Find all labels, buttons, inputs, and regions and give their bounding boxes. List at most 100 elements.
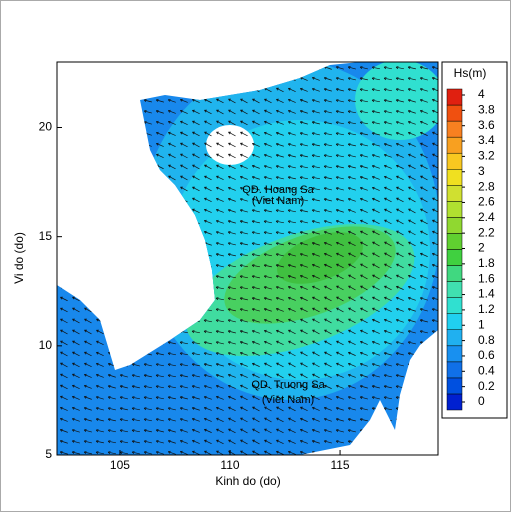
arrow-head xyxy=(383,110,387,113)
arrow-head xyxy=(275,296,279,300)
arrow xyxy=(240,264,248,268)
arrow xyxy=(168,99,176,103)
arrow xyxy=(180,153,188,159)
arrow xyxy=(408,297,416,301)
arrow-head xyxy=(299,132,303,135)
arrow xyxy=(384,352,392,356)
arrow-head xyxy=(335,154,339,158)
arrow xyxy=(324,66,332,70)
arrow xyxy=(336,198,344,202)
arrow xyxy=(252,176,260,180)
arrow-head xyxy=(251,253,255,257)
arrow-head xyxy=(192,439,195,443)
arrow-head xyxy=(287,220,291,224)
arrow xyxy=(120,396,128,400)
arrow xyxy=(384,187,392,191)
arrow xyxy=(312,132,320,136)
arrow xyxy=(348,340,356,346)
arrow xyxy=(288,275,296,279)
arrow xyxy=(168,407,176,411)
arrow xyxy=(432,197,438,203)
arrow xyxy=(72,440,80,444)
arrow-head xyxy=(228,417,231,421)
arrow-head xyxy=(335,65,339,69)
arrow-head xyxy=(300,362,303,366)
colorbar-band xyxy=(446,217,463,234)
arrow xyxy=(384,407,392,411)
arrow xyxy=(132,418,140,422)
arrow xyxy=(240,341,248,345)
arrow xyxy=(360,187,368,191)
arrow-head xyxy=(383,99,387,103)
arrow-head xyxy=(347,197,351,201)
arrow xyxy=(300,362,308,368)
arrow-head xyxy=(204,142,207,146)
arrow-head xyxy=(204,428,207,432)
colorbar-band xyxy=(446,297,463,314)
arrow xyxy=(324,220,332,224)
arrow xyxy=(348,329,356,335)
arrow xyxy=(252,253,260,257)
arrow-head xyxy=(372,318,375,322)
arrow-head xyxy=(203,352,207,356)
arrow xyxy=(420,153,428,159)
arrow-head xyxy=(179,396,183,399)
arrow-head xyxy=(372,197,375,201)
arrow xyxy=(216,374,224,378)
arrow xyxy=(312,187,320,191)
arrow-head xyxy=(239,351,243,355)
arrow-head xyxy=(383,374,387,377)
arrow-head xyxy=(131,440,135,444)
arrow-head xyxy=(311,165,315,169)
arrow xyxy=(384,176,392,180)
arrow xyxy=(288,220,296,224)
arrow xyxy=(96,352,104,356)
arrow-head xyxy=(228,109,231,113)
arrow xyxy=(96,329,104,335)
arrow xyxy=(360,374,368,378)
arrow xyxy=(264,209,272,213)
arrow xyxy=(324,285,332,291)
arrow-head xyxy=(252,351,255,355)
arrow-head xyxy=(131,396,135,400)
arrow-head xyxy=(419,77,423,80)
arrow xyxy=(348,220,356,224)
arrow-head xyxy=(179,407,183,410)
arrow xyxy=(396,374,404,378)
arrow xyxy=(372,341,380,345)
arrow xyxy=(84,396,92,400)
arrow xyxy=(432,110,438,114)
arrow-head xyxy=(275,220,279,224)
arrow-head xyxy=(95,384,99,388)
arrow xyxy=(276,143,284,147)
arrow xyxy=(360,241,368,247)
arrow xyxy=(408,66,416,70)
arrow xyxy=(204,429,212,433)
arrow xyxy=(84,340,92,346)
arrow xyxy=(408,186,416,192)
arrow xyxy=(192,164,200,170)
arrow-head xyxy=(251,264,255,268)
arrow-head xyxy=(251,275,255,279)
arrow xyxy=(420,186,428,192)
arrow-head xyxy=(192,120,195,124)
arrow-head xyxy=(203,374,207,377)
arrow-head xyxy=(372,296,375,300)
arrow-head xyxy=(396,197,399,201)
arrow-head xyxy=(275,264,279,267)
arrow xyxy=(312,440,320,444)
arrow-head xyxy=(359,186,363,190)
arrow xyxy=(288,406,296,412)
arrow-head xyxy=(263,153,267,157)
arrow-head xyxy=(191,406,195,410)
arrow-head xyxy=(155,109,159,113)
arrow xyxy=(264,109,272,115)
arrow xyxy=(372,165,380,169)
arrow-head xyxy=(252,109,255,113)
arrow-head xyxy=(371,110,375,114)
arrow xyxy=(288,286,296,290)
arrow-head xyxy=(372,307,375,311)
arrow-head xyxy=(96,318,99,322)
arrow xyxy=(396,352,404,356)
arrow xyxy=(216,153,224,159)
